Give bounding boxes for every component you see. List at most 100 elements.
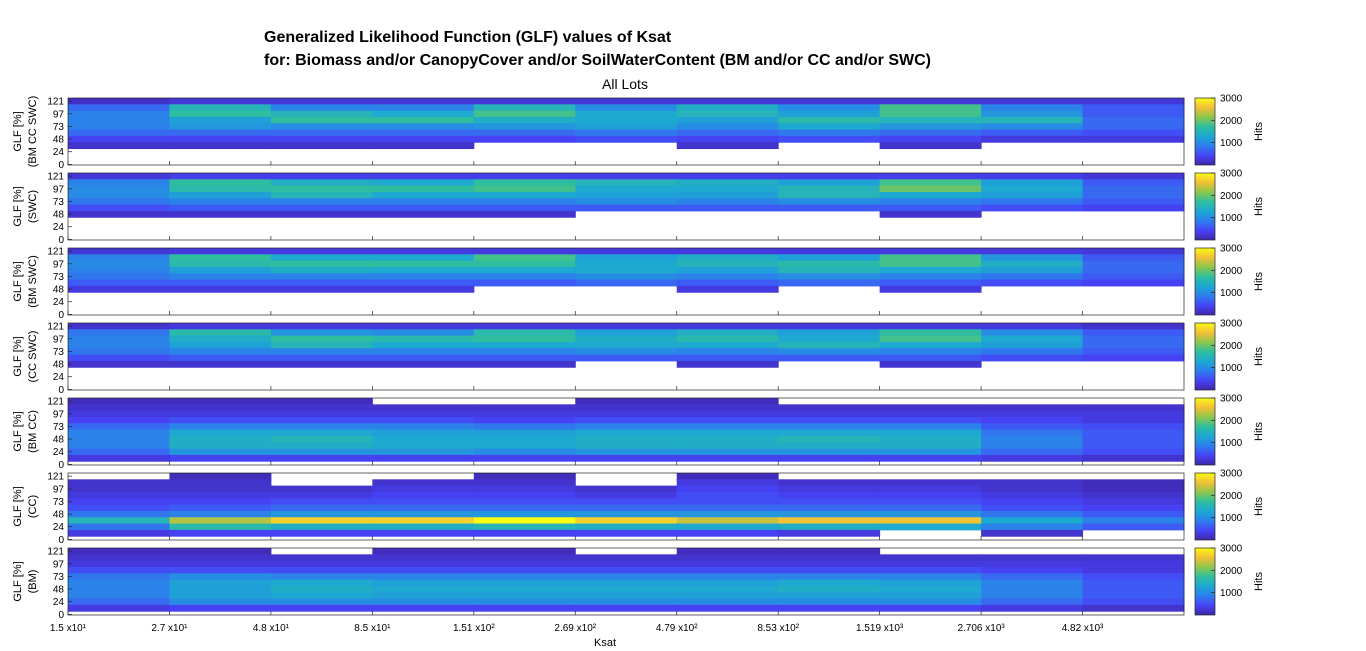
heatmap-cell xyxy=(473,585,576,593)
heatmap-cell xyxy=(473,323,576,330)
heatmap-cell xyxy=(676,260,779,268)
heatmap-cell xyxy=(676,273,779,281)
heatmap-cell xyxy=(473,517,576,525)
heatmap-cell xyxy=(473,104,576,112)
heatmap-cell xyxy=(372,548,475,555)
heatmap-cell xyxy=(270,279,373,287)
heatmap-cell xyxy=(68,604,170,612)
heatmap-cell xyxy=(372,285,475,293)
heatmap-cell xyxy=(372,341,475,349)
heatmap-cell xyxy=(778,354,881,362)
heatmap-cell xyxy=(575,104,678,112)
heatmap-cell xyxy=(778,123,881,131)
heatmap-cell xyxy=(981,423,1084,431)
heatmap-cell xyxy=(169,529,272,537)
y-tick-label: 24 xyxy=(53,372,65,383)
heatmap-cell xyxy=(981,454,1084,462)
heatmap-cell xyxy=(676,354,779,362)
heatmap-cell xyxy=(981,123,1084,131)
heatmap-cell xyxy=(169,479,272,487)
heatmap-cell xyxy=(169,429,272,437)
heatmap-cell xyxy=(372,410,475,418)
colorbar xyxy=(1194,247,1216,316)
heatmap-cell xyxy=(68,573,170,581)
heatmap-cell xyxy=(575,404,678,412)
heatmap-cell xyxy=(778,248,881,255)
heatmap-cell xyxy=(981,173,1084,180)
heatmap-cell xyxy=(575,185,678,193)
colorbar-tick-label: 1000 xyxy=(1220,213,1243,224)
heatmap-cell xyxy=(68,185,170,193)
heatmap-cell xyxy=(879,341,982,349)
y-tick-label: 97 xyxy=(53,184,65,195)
heatmap-cell xyxy=(981,179,1084,187)
heatmap-cell xyxy=(372,435,475,443)
y-axis-label: GLF [%] xyxy=(12,111,24,151)
heatmap-cell xyxy=(270,110,373,118)
heatmap-cell xyxy=(68,504,170,512)
colorbar-tick-label: 2000 xyxy=(1220,491,1243,502)
x-tick-label: 1.51 x10² xyxy=(453,623,495,634)
heatmap-cell xyxy=(1082,429,1185,437)
heatmap-cell xyxy=(68,579,170,587)
heatmap-cell xyxy=(575,585,678,593)
heatmap-cell xyxy=(372,485,475,493)
heatmap-cell xyxy=(68,248,170,255)
heatmap-cell xyxy=(778,279,881,287)
heatmap-cell xyxy=(778,416,881,424)
heatmap-cell xyxy=(981,248,1084,255)
heatmap-cell xyxy=(169,123,272,131)
heatmap-cell xyxy=(68,435,170,443)
heatmap-cell xyxy=(169,473,272,480)
heatmap-cell xyxy=(676,585,779,593)
heatmap-cell xyxy=(473,185,576,193)
heatmap-cell xyxy=(1082,604,1185,612)
heatmap-cell xyxy=(981,491,1084,499)
heatmap-cell xyxy=(575,135,678,143)
heatmap-cell xyxy=(473,135,576,143)
heatmap-cell xyxy=(575,179,678,187)
heatmap-cell xyxy=(68,398,170,405)
heatmap-cell xyxy=(575,517,678,525)
heatmap-cell xyxy=(68,123,170,131)
heatmap-cell xyxy=(575,348,678,356)
heatmap-cell xyxy=(169,104,272,112)
heatmap-cell xyxy=(676,173,779,180)
heatmap-cell xyxy=(879,254,982,262)
heatmap-cell xyxy=(879,273,982,281)
heatmap-cell xyxy=(1082,110,1185,118)
heatmap-cell xyxy=(270,604,373,612)
heatmap-cell xyxy=(1082,573,1185,581)
heatmap-cell xyxy=(169,510,272,518)
plot-frame xyxy=(67,97,1185,166)
colorbar-tick-label: 3000 xyxy=(1220,469,1243,480)
heatmap-cell xyxy=(169,548,272,555)
heatmap-cell xyxy=(372,104,475,112)
heatmap-cell xyxy=(879,416,982,424)
heatmap-cell xyxy=(1082,198,1185,206)
heatmap-cell xyxy=(270,191,373,199)
heatmap-cell xyxy=(676,323,779,330)
heatmap-cell xyxy=(169,254,272,262)
heatmap-cell xyxy=(676,498,779,506)
heatmap-cell xyxy=(270,248,373,255)
heatmap-cell xyxy=(778,204,881,212)
heatmap-cell xyxy=(981,529,1084,537)
heatmap-cell xyxy=(981,335,1084,343)
heatmap-cell xyxy=(68,360,170,368)
heatmap-cell xyxy=(778,135,881,143)
heatmap-cell xyxy=(372,129,475,137)
colorbar-tick-label: 3000 xyxy=(1220,394,1243,405)
heatmap-cell xyxy=(372,579,475,587)
chart-title-line2: for: Biomass and/or CanopyCover and/or S… xyxy=(264,52,931,69)
heatmap-cell xyxy=(879,204,982,212)
heatmap-cell xyxy=(575,110,678,118)
heatmap-cell xyxy=(473,485,576,493)
heatmap-cell xyxy=(169,448,272,456)
heatmap-cell xyxy=(575,491,678,499)
heatmap-cell xyxy=(879,491,982,499)
heatmap-cell xyxy=(676,341,779,349)
heatmap-cell xyxy=(169,98,272,105)
heatmap-cell xyxy=(169,398,272,405)
